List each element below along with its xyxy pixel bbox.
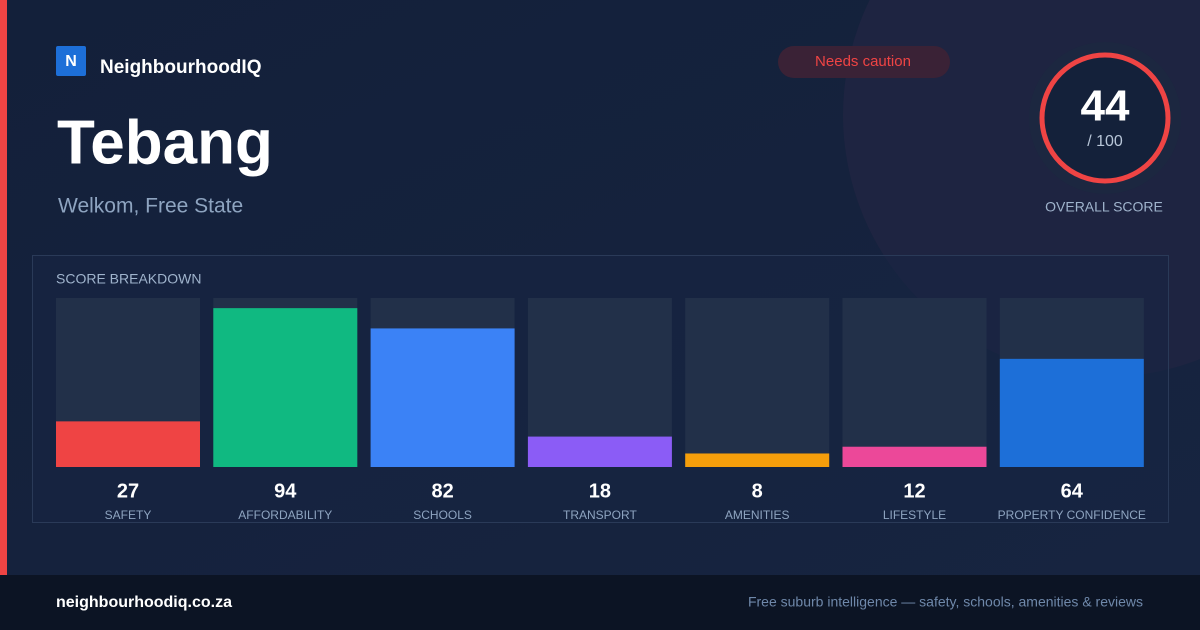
bar-value: 18	[589, 480, 611, 502]
score-value: 44	[1081, 82, 1130, 131]
bar-label: AMENITIES	[725, 508, 790, 522]
logo	[56, 46, 86, 76]
bar-value: 82	[431, 480, 453, 502]
bar-track	[685, 298, 830, 467]
accent-stripe	[0, 0, 7, 575]
badge	[778, 46, 950, 78]
bars: 27 SAFETY 94 AFFORDABILITY 82 SCHOOLS 18 TRANSP…	[56, 298, 1146, 522]
score-label: OVERALL SCORE	[1045, 199, 1163, 215]
score-ring	[1039, 52, 1171, 184]
bar-label: TRANSPORT	[563, 508, 637, 522]
bar-label: AFFORDABILITY	[238, 508, 332, 522]
breakdown-title: SCORE BREAKDOWN	[56, 271, 201, 287]
footer-tagline: Free suburb intelligence — safety, schoo…	[748, 594, 1143, 610]
bar-value: 12	[903, 480, 925, 502]
badge-text: Needs caution	[815, 53, 911, 70]
bar	[56, 421, 200, 467]
bar	[999, 358, 1144, 467]
bar	[370, 328, 515, 467]
bar-value: 94	[274, 480, 297, 502]
bar-value: 8	[752, 480, 763, 502]
bar-label: PROPERTY CONFIDENCE	[998, 508, 1146, 522]
footer-bar	[0, 575, 1200, 630]
bar-value: 64	[1061, 480, 1084, 502]
score-max: / 100	[1087, 133, 1123, 150]
bar-label: SCHOOLS	[413, 508, 472, 522]
bar	[213, 308, 358, 467]
title: Tebang	[57, 108, 273, 177]
subtitle: Welkom, Free State	[58, 195, 243, 218]
footer-domain: neighbourhoodiq.co.za	[56, 594, 232, 611]
bar	[527, 436, 672, 467]
bar-value: 27	[117, 480, 139, 502]
bar-label: SAFETY	[105, 508, 152, 522]
brand-name: NeighbourhoodIQ	[100, 57, 261, 78]
bar-label: LIFESTYLE	[883, 508, 946, 522]
bar	[842, 446, 987, 467]
bar-track	[842, 298, 987, 467]
logo-letter: N	[65, 53, 77, 70]
bar	[685, 453, 830, 467]
